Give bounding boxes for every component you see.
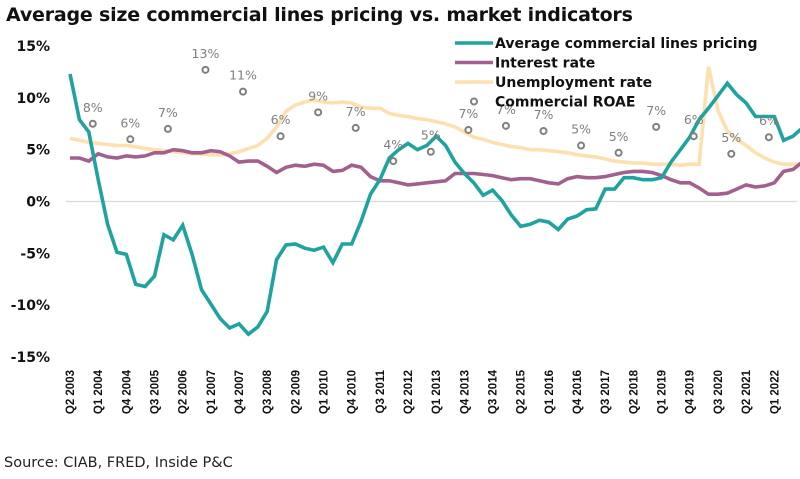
legend-label: Interest rate bbox=[495, 56, 595, 72]
roae-marker bbox=[276, 132, 285, 141]
roae-marker bbox=[201, 65, 210, 74]
x-tick-label: Q2 2009 bbox=[290, 370, 302, 414]
x-tick-label: Q3 2020 bbox=[713, 370, 725, 414]
roae-marker bbox=[126, 135, 135, 144]
roae-data-label: 6% bbox=[759, 113, 779, 128]
roae-data-label: 13% bbox=[192, 46, 220, 61]
roae-data-label: 4% bbox=[383, 137, 403, 152]
chart-title: Average size commercial lines pricing vs… bbox=[6, 4, 633, 26]
roae-data-label: 7% bbox=[458, 106, 478, 121]
y-tick-label: -10% bbox=[11, 298, 50, 314]
roae-marker bbox=[464, 125, 473, 134]
x-tick-label: Q3 2011 bbox=[375, 369, 387, 413]
roae-data-label: 7% bbox=[646, 103, 666, 118]
x-tick-label: Q1 2010 bbox=[319, 370, 331, 414]
roae-data-label: 9% bbox=[308, 88, 328, 103]
x-tick-label: Q4 2007 bbox=[234, 370, 246, 414]
roae-marker bbox=[577, 141, 586, 150]
roae-marker bbox=[501, 121, 510, 130]
roae-marker bbox=[426, 147, 435, 156]
roae-marker bbox=[314, 108, 323, 117]
roae-data-label: 7% bbox=[496, 102, 516, 117]
y-tick-label: 5% bbox=[26, 143, 50, 159]
legend-label: Commercial ROAE bbox=[495, 95, 635, 111]
roae-data-label: 8% bbox=[83, 100, 103, 115]
x-tick-label: Q1 2004 bbox=[93, 369, 105, 414]
y-axis: 15% 10% 5% 0% -5% -10% -15% bbox=[11, 39, 50, 366]
roae-markers: 8% 6% 7% 13% 11% 6% 9% 7% 4% 5% 7% 7% 7% 5% 5% 7% 6% 5% 6% bbox=[83, 46, 779, 166]
roae-marker bbox=[614, 148, 623, 157]
x-tick-label: Q3 2005 bbox=[150, 369, 162, 414]
x-tick-label: Q2 2006 bbox=[178, 370, 190, 414]
roae-marker bbox=[764, 133, 773, 142]
series-line-interest-rate bbox=[70, 147, 800, 196]
source-note: Source: CIAB, FRED, Inside P&C bbox=[4, 455, 233, 471]
x-tick-label: Q4 2010 bbox=[347, 370, 359, 414]
roae-marker bbox=[88, 119, 97, 128]
series-lines bbox=[68, 66, 800, 337]
roae-marker bbox=[689, 132, 698, 141]
y-tick-label: 10% bbox=[16, 91, 50, 107]
x-tick-label: Q4 2019 bbox=[685, 370, 697, 414]
roae-data-label: 7% bbox=[346, 104, 366, 119]
x-tick-label: Q4 2013 bbox=[459, 370, 471, 414]
x-tick-label: Q2 2012 bbox=[403, 370, 415, 414]
y-tick-label: -5% bbox=[20, 246, 50, 262]
x-tick-label: Q2 2021 bbox=[741, 369, 753, 414]
roae-marker bbox=[652, 122, 661, 131]
x-tick-label: Q3 2017 bbox=[600, 370, 612, 414]
x-tick-label: Q2 2018 bbox=[628, 369, 640, 414]
roae-data-label: 5% bbox=[421, 128, 441, 143]
legend-swatch bbox=[470, 97, 478, 106]
roae-data-label: 11% bbox=[229, 68, 257, 83]
x-tick-label: Q2 2003 bbox=[65, 370, 77, 414]
y-tick-label: 0% bbox=[26, 195, 50, 211]
roae-marker bbox=[351, 123, 360, 132]
x-tick-label: Q1 2007 bbox=[206, 370, 218, 414]
x-tick-label: Q1 2022 bbox=[769, 370, 781, 414]
x-tick-label: Q2 2015 bbox=[516, 369, 528, 414]
y-tick-label: -15% bbox=[11, 350, 50, 366]
y-tick-label: 15% bbox=[16, 39, 50, 55]
roae-data-label: 6% bbox=[120, 115, 140, 130]
roae-data-label: 5% bbox=[571, 122, 591, 137]
roae-marker bbox=[163, 124, 172, 133]
x-tick-label: Q3 2008 bbox=[262, 369, 274, 414]
legend-label: Average commercial lines pricing bbox=[495, 36, 758, 52]
roae-data-label: 5% bbox=[721, 130, 741, 145]
x-tick-label: Q3 2014 bbox=[488, 369, 500, 414]
roae-data-label: 6% bbox=[684, 112, 704, 127]
x-tick-label: Q1 2019 bbox=[657, 370, 669, 414]
roae-marker bbox=[727, 149, 736, 158]
legend: Average commercial lines pricing Interest… bbox=[455, 36, 758, 111]
x-tick-label: Q4 2016 bbox=[572, 370, 584, 414]
legend-label: Unemployment rate bbox=[495, 75, 652, 91]
roae-data-label: 5% bbox=[609, 129, 629, 144]
roae-marker bbox=[539, 127, 548, 136]
roae-marker bbox=[389, 157, 398, 166]
x-tick-label: Q1 2016 bbox=[544, 370, 556, 414]
x-tick-label: Q1 2013 bbox=[431, 370, 443, 414]
roae-data-label: 7% bbox=[158, 105, 178, 120]
roae-data-label: 7% bbox=[534, 107, 554, 122]
x-tick-label: Q4 2004 bbox=[121, 369, 133, 414]
series-line-average-commercial-lines-pricing bbox=[68, 73, 800, 337]
roae-marker bbox=[239, 87, 248, 96]
x-axis: Q2 2003 Q1 2004 Q4 2004 Q3 2005 Q2 2006 Q1 20… bbox=[65, 369, 781, 414]
roae-data-label: 6% bbox=[271, 112, 291, 127]
